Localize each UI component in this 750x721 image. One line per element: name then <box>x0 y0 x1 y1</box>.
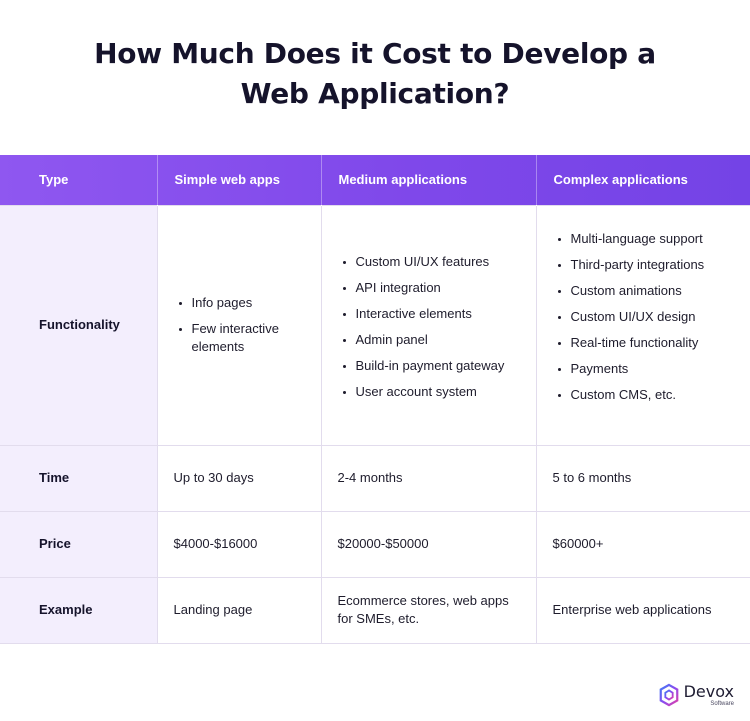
table-row-time: Time Up to 30 days 2-4 months 5 to 6 mon… <box>0 444 750 511</box>
title-line-1: How Much Does it Cost to Develop a <box>94 37 656 70</box>
list-item: Custom UI/UX features <box>338 253 526 271</box>
list-item: Custom UI/UX design <box>553 308 741 326</box>
logo-subtitle: Software <box>710 700 734 707</box>
list-item: User account system <box>338 383 526 401</box>
bullet-list-medium: Custom UI/UX features API integration In… <box>338 253 526 401</box>
cell-functionality-complex: Multi-language support Third-party integ… <box>535 204 750 445</box>
list-item: Multi-language support <box>553 230 741 248</box>
cell-example-complex: Enterprise web applications <box>535 576 750 644</box>
devox-logo-icon <box>659 683 678 707</box>
list-item: Build-in payment gateway <box>338 357 526 375</box>
table-row-price: Price $4000-$16000 $20000-$50000 $60000+ <box>0 510 750 577</box>
list-item: Real-time functionality <box>553 334 741 352</box>
cell-time-simple: Up to 30 days <box>156 444 321 511</box>
cell-time-medium: 2-4 months <box>320 444 536 511</box>
list-item: Interactive elements <box>338 305 526 323</box>
header-medium: Medium applications <box>320 155 536 205</box>
cell-example-simple: Landing page <box>156 576 321 644</box>
table-header-row: Type Simple web apps Medium applications… <box>0 155 750 205</box>
table-row-functionality: Functionality Info pages Few interactive… <box>0 204 750 445</box>
cell-price-complex: $60000+ <box>535 510 750 577</box>
row-label-time: Time <box>0 444 157 511</box>
cost-comparison-table: Type Simple web apps Medium applications… <box>0 155 750 644</box>
logo-name: Devox <box>683 681 734 701</box>
list-item: Custom animations <box>553 282 741 300</box>
list-item: Admin panel <box>338 331 526 349</box>
list-item: Custom CMS, etc. <box>553 386 741 404</box>
header-simple: Simple web apps <box>156 155 321 205</box>
header-complex: Complex applications <box>535 155 750 205</box>
row-label-functionality: Functionality <box>0 204 157 445</box>
cell-functionality-medium: Custom UI/UX features API integration In… <box>320 204 536 445</box>
table-row-example: Example Landing page Ecommerce stores, w… <box>0 576 750 644</box>
row-label-price: Price <box>0 510 157 577</box>
cell-time-complex: 5 to 6 months <box>535 444 750 511</box>
row-label-example: Example <box>0 576 157 644</box>
list-item: Few interactive elements <box>174 320 311 356</box>
list-item: Third-party integrations <box>553 256 741 274</box>
bullet-list-simple: Info pages Few interactive elements <box>174 294 311 356</box>
devox-logo: Devox Software <box>658 683 734 707</box>
title-line-2: Web Application? <box>240 77 510 110</box>
list-item: API integration <box>338 279 526 297</box>
list-item: Payments <box>553 360 741 378</box>
cell-price-simple: $4000-$16000 <box>156 510 321 577</box>
page-title: How Much Does it Cost to Develop a Web A… <box>0 34 750 114</box>
cell-example-medium: Ecommerce stores, web apps for SMEs, etc… <box>320 576 536 644</box>
bullet-list-complex: Multi-language support Third-party integ… <box>553 230 741 404</box>
header-type: Type <box>39 172 69 188</box>
cell-functionality-simple: Info pages Few interactive elements <box>156 204 321 445</box>
cell-price-medium: $20000-$50000 <box>320 510 536 577</box>
list-item: Info pages <box>174 294 311 312</box>
